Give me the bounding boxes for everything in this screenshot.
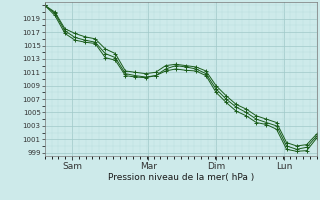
X-axis label: Pression niveau de la mer( hPa ): Pression niveau de la mer( hPa ) xyxy=(108,173,254,182)
